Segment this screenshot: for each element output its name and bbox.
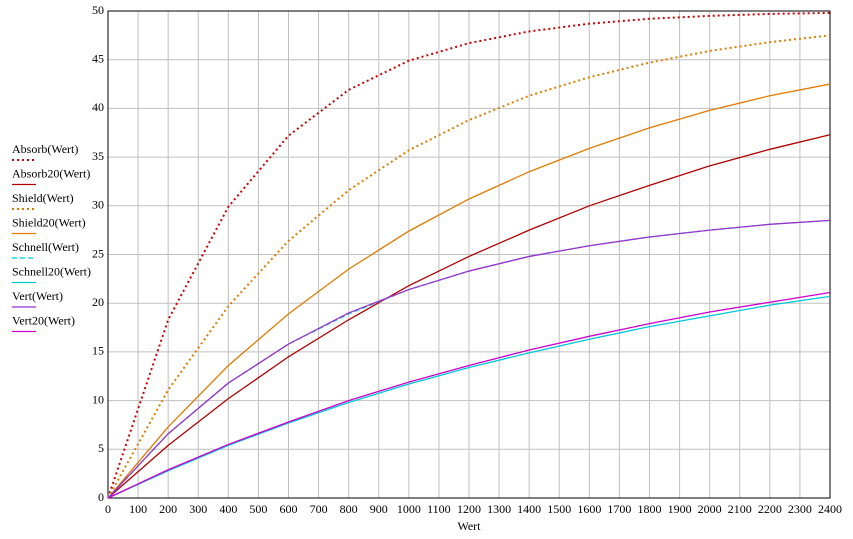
x-tick-label: 700: [310, 502, 328, 516]
legend-label: Absorb20(Wert): [12, 166, 90, 180]
legend-label: Schnell20(Wert): [12, 264, 91, 278]
legend-label: Schnell(Wert): [12, 240, 79, 254]
y-tick-label: 30: [92, 198, 104, 212]
x-tick-label: 400: [219, 502, 237, 516]
x-tick-label: 100: [129, 502, 147, 516]
legend-label: Absorb(Wert): [12, 142, 78, 156]
series-line: [107, 134, 831, 499]
x-tick-label: 300: [189, 502, 207, 516]
x-tick-label: 1500: [547, 502, 571, 516]
series-line: [107, 83, 831, 499]
y-tick-label: 0: [98, 490, 104, 504]
x-tick-label: 500: [249, 502, 267, 516]
y-tick-label: 40: [92, 100, 104, 114]
x-tick-label: 900: [370, 502, 388, 516]
y-tick-label: 5: [98, 441, 104, 455]
y-tick-label: 20: [92, 295, 104, 309]
legend-label: Vert(Wert): [12, 289, 63, 303]
x-tick-label: 2100: [728, 502, 752, 516]
y-tick-label: 35: [92, 149, 104, 163]
y-tick-label: 50: [92, 3, 104, 17]
x-tick-label: 1300: [487, 502, 511, 516]
series-line: [107, 219, 831, 499]
x-tick-label: 1600: [577, 502, 601, 516]
legend-label: Shield20(Wert): [12, 215, 86, 229]
x-tick-label: 800: [340, 502, 358, 516]
x-tick-label: 1200: [457, 502, 481, 516]
y-tick-label: 25: [92, 246, 104, 260]
x-axis-label: Wert: [457, 519, 481, 533]
series-line: [107, 295, 831, 499]
x-tick-label: 2400: [818, 502, 842, 516]
x-tick-label: 0: [105, 502, 111, 516]
x-tick-label: 1800: [638, 502, 662, 516]
x-tick-label: 2300: [788, 502, 812, 516]
x-tick-label: 1100: [427, 502, 451, 516]
x-tick-label: 2000: [698, 502, 722, 516]
x-tick-label: 1700: [607, 502, 631, 516]
y-tick-label: 10: [92, 392, 104, 406]
x-tick-label: 1900: [668, 502, 692, 516]
x-tick-label: 1000: [397, 502, 421, 516]
x-tick-label: 600: [280, 502, 298, 516]
legend-label: Shield(Wert): [12, 191, 74, 205]
series-line: [107, 34, 831, 499]
x-tick-label: 2200: [758, 502, 782, 516]
series-line: [107, 291, 831, 499]
plot-frame: [107, 10, 831, 499]
x-tick-label: 200: [159, 502, 177, 516]
series-line: [107, 11, 831, 499]
y-tick-label: 15: [92, 344, 104, 358]
y-tick-label: 45: [92, 51, 104, 65]
legend-label: Vert20(Wert): [12, 313, 75, 327]
x-tick-label: 1400: [517, 502, 541, 516]
